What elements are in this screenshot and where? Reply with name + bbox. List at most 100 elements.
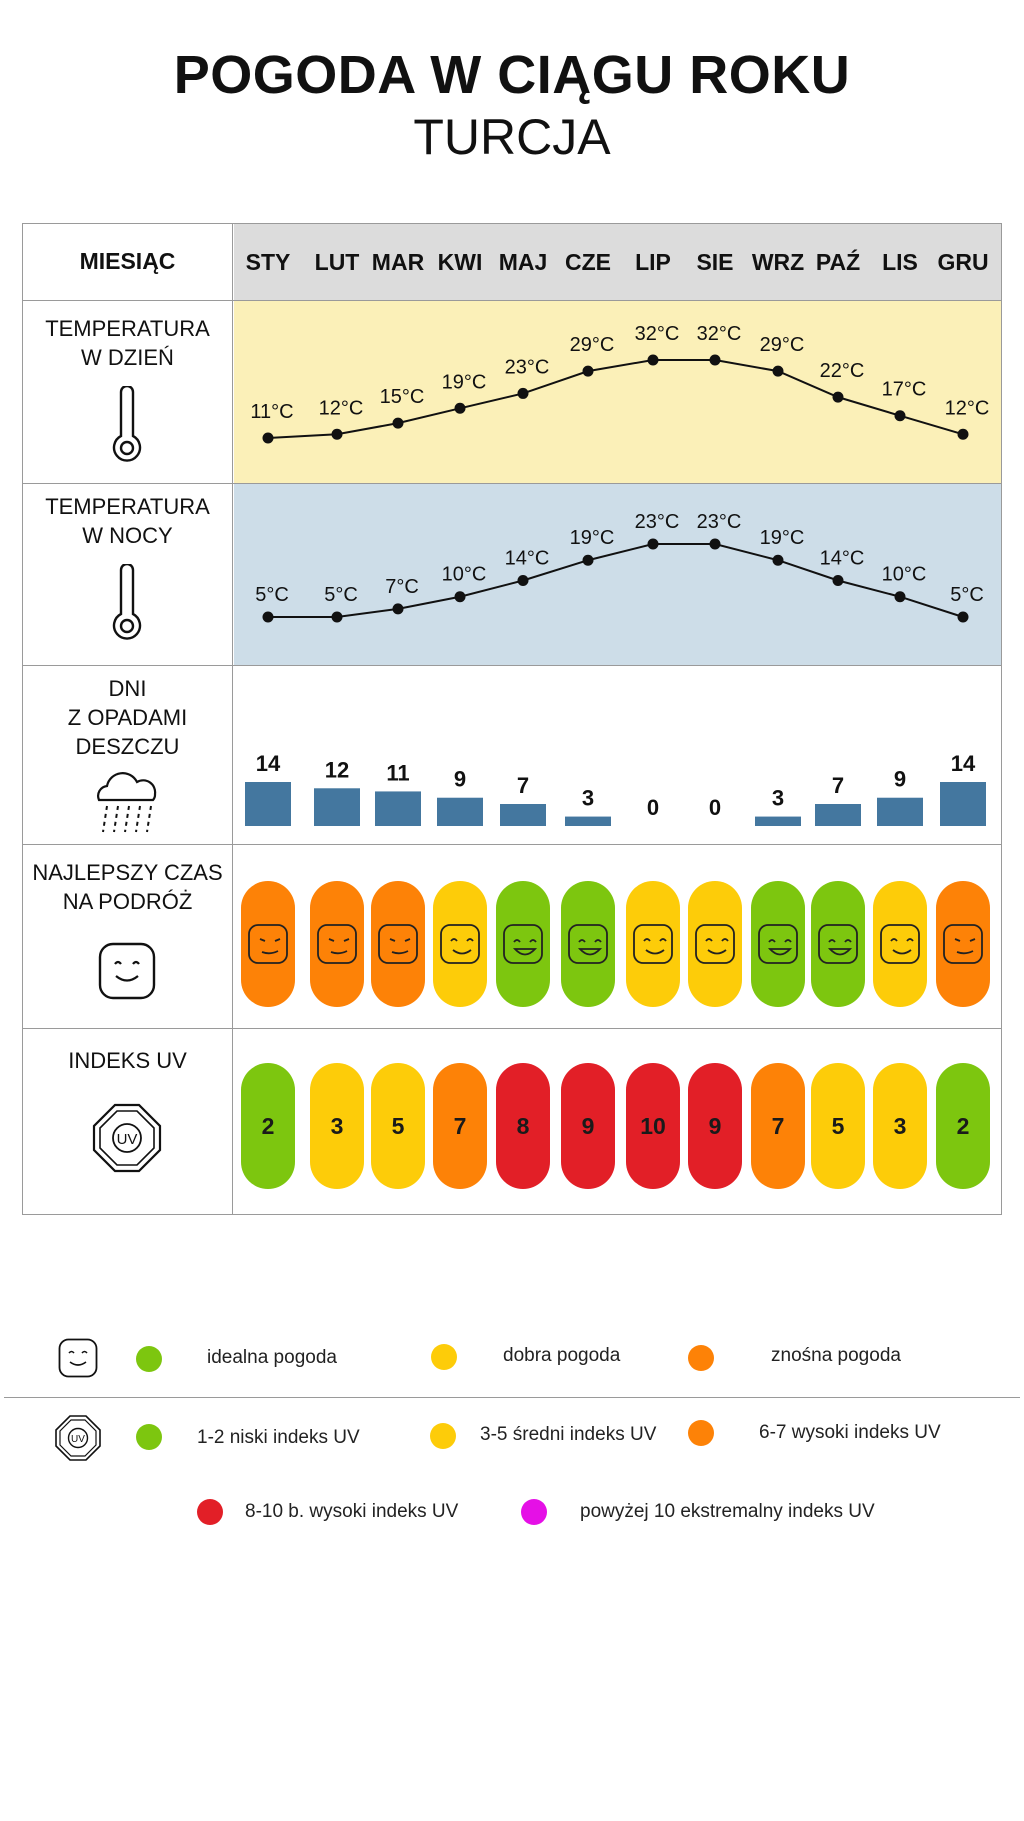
month-header-9: PAŹ	[815, 249, 861, 275]
month-header-1: LUT	[314, 249, 360, 275]
uv-pill: 9	[688, 1063, 742, 1189]
night-temp-data-label: 23°C	[635, 511, 680, 533]
night-temp-data-label: 5°C	[950, 584, 984, 606]
face-icon	[818, 924, 858, 964]
day-temp-data-label: 12°C	[319, 397, 364, 419]
legend-dot-uv-extreme	[521, 1499, 547, 1525]
thermometer-icon	[112, 386, 142, 462]
thermometer-icon	[112, 564, 142, 640]
rain-data-label: 7	[832, 773, 844, 798]
rain-bar	[245, 782, 291, 826]
month-header-band	[234, 224, 1001, 300]
legend-dot-uv-veryhigh	[197, 1499, 223, 1525]
month-header-6: LIP	[635, 249, 671, 275]
night-temp-point	[647, 538, 659, 550]
smiley-icon	[98, 942, 156, 1000]
best-time-pill	[241, 881, 295, 1007]
day-temp-data-label: 19°C	[442, 371, 487, 393]
best-time-pill	[496, 881, 550, 1007]
night-temp-label: TEMPERATURA W NOCY	[45, 494, 210, 548]
rain-cloud-icon	[97, 772, 157, 833]
best-time-pill	[751, 881, 805, 1007]
best-time-pill	[811, 881, 865, 1007]
month-header-2: MAR	[371, 249, 425, 275]
svg-text:UV: UV	[117, 1131, 138, 1148]
rain-data-label: 0	[647, 795, 659, 820]
uv-pill: 5	[371, 1063, 425, 1189]
night-temp-line	[268, 543, 964, 618]
row-divider	[23, 844, 1001, 845]
day-temp-data-label: 22°C	[820, 360, 865, 382]
best-time-pill	[561, 881, 615, 1007]
day-temp-data-label: 12°C	[945, 397, 990, 419]
legend-dot-uv-mid	[430, 1423, 456, 1449]
uv-pill: 3	[310, 1063, 364, 1189]
rain-bar	[314, 788, 360, 826]
day-temp-data-label: 11°C	[250, 401, 293, 423]
night-temp-data-label: 5°C	[324, 584, 358, 606]
face-icon	[317, 924, 357, 964]
rain-days-label: DNI Z OPADAMI DESZCZU	[67, 676, 188, 759]
day-temp-point	[894, 410, 906, 422]
day-temp-point	[832, 391, 844, 403]
day-temp-data-label: 29°C	[570, 334, 615, 356]
day-temp-point	[454, 402, 466, 414]
rain-data-label: 12	[325, 757, 349, 782]
uv-pill: 2	[936, 1063, 990, 1189]
rain-data-label: 3	[582, 786, 594, 811]
night-temp-point	[331, 611, 343, 623]
face-icon	[378, 924, 418, 964]
night-temp-data-label: 14°C	[820, 548, 865, 570]
row-divider	[23, 483, 1001, 484]
night-temp-point	[894, 591, 906, 603]
night-temp-data-label: 7°C	[385, 576, 419, 598]
weather-table: MIESIĄC TEMPERATURA W DZIEŃ TEMPERATURA W …	[22, 223, 1002, 1215]
month-header-5: CZE	[565, 249, 611, 275]
uv-pill: 2	[241, 1063, 295, 1189]
rain-bar	[565, 816, 611, 826]
month-header-7: SIE	[696, 249, 734, 275]
month-header-3: KWI	[437, 249, 483, 275]
page-title: POGODA W CIĄGU ROKU	[173, 45, 851, 105]
legend-label-good: dobra pogoda	[503, 1345, 621, 1366]
day-temp-point	[709, 354, 721, 366]
night-temp-data-label: 5°C	[255, 584, 289, 606]
month-header-label: MIESIĄC	[79, 248, 176, 274]
night-temp-data-label: 19°C	[760, 527, 805, 549]
night-temp-data-label: 10°C	[882, 564, 927, 586]
legend-dot-tolerable	[688, 1345, 714, 1371]
day-temp-point	[772, 365, 784, 377]
best-time-pill	[310, 881, 364, 1007]
best-time-pill	[936, 881, 990, 1007]
night-temp-band	[234, 484, 1001, 665]
night-temp-point	[454, 591, 466, 603]
uv-pill: 9	[561, 1063, 615, 1189]
day-temp-point	[582, 365, 594, 377]
rain-bar	[940, 782, 986, 826]
chart-canvas: 11°C 12°C 15°C 19°C 23°C 29°C 32°C 32°C 29°C 22°C…	[245, 323, 990, 826]
uv-pill: 7	[751, 1063, 805, 1189]
face-icon	[880, 924, 920, 964]
best-time-pill	[873, 881, 927, 1007]
uv-pill: 3	[873, 1063, 927, 1189]
legend-label-ideal: idealna pogoda	[207, 1347, 337, 1368]
month-header-4: MAJ	[498, 249, 548, 275]
rain-bar	[375, 791, 421, 826]
day-temp-line	[267, 359, 964, 439]
rain-data-label: 0	[709, 795, 721, 820]
legend-dot-uv-high	[688, 1420, 714, 1446]
uv-sun-icon: UV	[55, 1415, 101, 1461]
day-temp-data-label: 15°C	[380, 386, 425, 408]
uv-sun-icon: UV	[92, 1103, 162, 1173]
best-time-label: NAJLEPSZY CZAS NA PODRÓŻ	[32, 860, 223, 914]
day-temp-data-label: 32°C	[635, 323, 680, 345]
legend-label-uv-low: 1-2 niski indeks UV	[197, 1427, 360, 1448]
night-temp-data-label: 23°C	[697, 511, 742, 533]
legend-divider	[4, 1397, 1020, 1398]
night-temp-point	[709, 538, 721, 550]
night-temp-data-label: 14°C	[505, 548, 550, 570]
rain-data-label: 9	[454, 767, 466, 792]
uv-pill: 5	[811, 1063, 865, 1189]
rain-bar	[437, 797, 483, 826]
uv-pill: 7	[433, 1063, 487, 1189]
